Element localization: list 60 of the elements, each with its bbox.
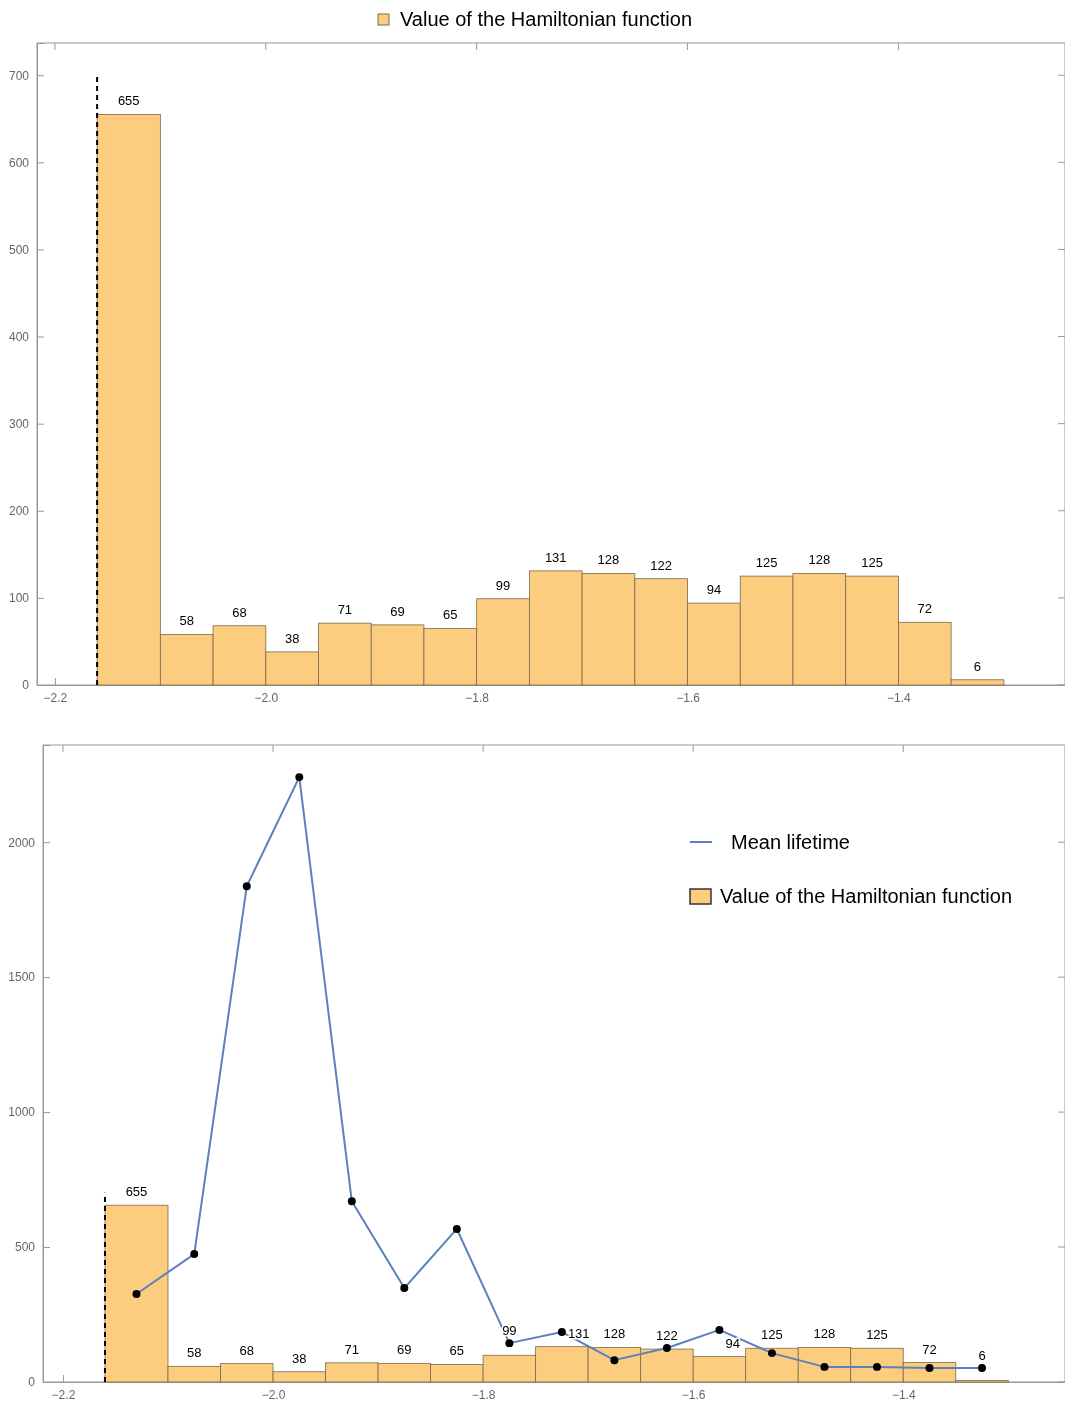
data-label: 131 — [544, 549, 567, 565]
data-label: 68 — [239, 1342, 254, 1358]
data-label: 122 — [650, 557, 673, 573]
data-label: 71 — [337, 602, 353, 618]
y-tick-label: 0 — [28, 1375, 36, 1390]
data-label: 58 — [179, 613, 194, 629]
data-label: 128 — [808, 552, 831, 568]
data-label: 99 — [502, 1323, 517, 1339]
data-label: 71 — [344, 1341, 360, 1357]
x-tick-label: −1.8 — [471, 1387, 496, 1402]
data-label: 65 — [443, 607, 458, 623]
data-label: 655 — [125, 1184, 148, 1200]
x-tick-label: −2.2 — [51, 1387, 76, 1402]
data-label: 94 — [725, 1335, 740, 1351]
data-label: 38 — [292, 1350, 307, 1366]
data-label: 128 — [813, 1326, 836, 1342]
data-label: 6 — [973, 658, 982, 674]
data-label: 38 — [284, 630, 300, 646]
x-tick-label: −1.6 — [676, 690, 701, 705]
data-label: 131 — [567, 1325, 590, 1341]
x-tick-label: −1.8 — [465, 690, 490, 705]
data-label: 125 — [755, 555, 778, 571]
data-label: 68 — [232, 604, 247, 620]
y-tick-label: 0 — [22, 678, 30, 693]
x-tick-label: −2.0 — [254, 690, 279, 705]
x-tick-label: −1.4 — [891, 1387, 916, 1402]
data-label: 69 — [390, 603, 405, 619]
data-label: 72 — [917, 601, 932, 617]
data-label: 122 — [656, 1327, 678, 1343]
x-tick-label: −1.4 — [887, 690, 912, 705]
y-tick-label: 500 — [14, 1240, 36, 1255]
data-label: 125 — [761, 1327, 783, 1343]
data-label: 128 — [597, 552, 620, 568]
y-tick-label: 500 — [8, 242, 30, 257]
data-label: 65 — [449, 1343, 465, 1359]
x-tick-label: −1.6 — [681, 1387, 706, 1402]
data-label: 6 — [978, 1347, 986, 1363]
legend-label: Value of the Hamiltonian function — [720, 885, 1013, 907]
data-label: 58 — [187, 1345, 202, 1361]
data-label: 128 — [603, 1326, 626, 1342]
x-tick-label: −2.0 — [261, 1387, 286, 1402]
y-tick-label: 600 — [8, 155, 30, 170]
data-label: 94 — [706, 582, 722, 598]
y-tick-label: 300 — [8, 417, 30, 432]
y-tick-label: 1000 — [8, 1105, 36, 1120]
data-label: 72 — [922, 1341, 937, 1357]
y-tick-label: 100 — [8, 591, 30, 606]
y-tick-label: 200 — [8, 504, 30, 519]
legend-label: Value of the Hamiltonian function — [400, 8, 693, 30]
data-label: 655 — [117, 93, 140, 109]
data-label: 99 — [495, 577, 511, 593]
y-tick-label: 400 — [8, 329, 30, 344]
y-tick-label: 2000 — [8, 835, 36, 850]
data-label: 125 — [861, 555, 883, 571]
x-tick-label: −2.2 — [43, 690, 68, 705]
data-label: 69 — [397, 1342, 412, 1358]
y-tick-label: 1500 — [8, 970, 36, 985]
legend-label: Mean lifetime — [731, 831, 850, 853]
y-tick-label: 700 — [8, 68, 30, 83]
data-label: 125 — [866, 1327, 888, 1343]
